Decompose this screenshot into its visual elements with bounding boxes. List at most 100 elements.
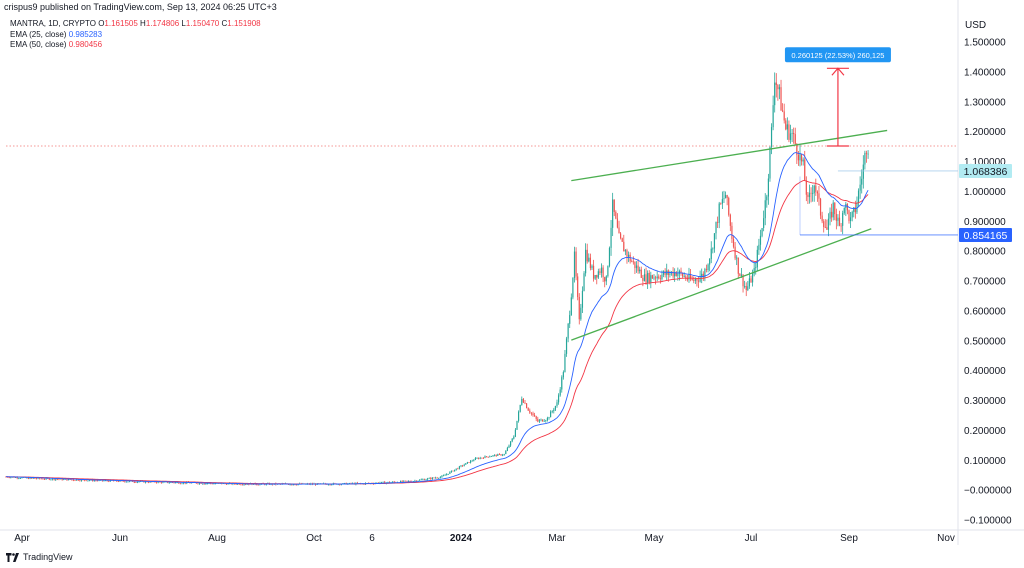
candle [780, 79, 782, 111]
candle-body [45, 478, 47, 480]
y-tick-label: 0.900000 [964, 217, 1006, 228]
candle [853, 207, 855, 218]
candle-body [326, 484, 328, 485]
candle [705, 264, 708, 273]
candle-body [135, 482, 137, 483]
candle-body [183, 482, 185, 484]
candle-body [508, 445, 510, 448]
candle-body [414, 480, 416, 482]
candle-body [438, 477, 440, 479]
tradingview-logo-icon [6, 552, 19, 562]
candle-body [56, 479, 58, 481]
candle-body [35, 478, 38, 480]
candle-body [348, 483, 351, 484]
candle-body [42, 478, 44, 480]
candle [786, 117, 788, 140]
candle-body [82, 479, 84, 481]
legend-ema50-row[interactable]: EMA (50, close) 0.980456 [10, 40, 261, 51]
candle [40, 478, 42, 480]
candle-body [433, 477, 435, 479]
candle-body [88, 480, 91, 482]
measure-arrow-icon [831, 67, 845, 76]
candle [450, 470, 453, 473]
candle [645, 267, 647, 285]
candle [865, 150, 868, 163]
candle-body [713, 233, 716, 249]
x-tick-label: 2024 [450, 533, 473, 544]
candle-body [750, 278, 752, 283]
candle-body [497, 454, 499, 456]
candle-body [682, 273, 684, 277]
candle [834, 202, 836, 221]
candle [85, 480, 87, 482]
candle-body [237, 483, 239, 485]
candle [812, 184, 814, 202]
candle [487, 456, 489, 458]
candle-body [124, 481, 126, 483]
candle [535, 415, 537, 422]
candle [462, 464, 464, 467]
candle-body [648, 272, 650, 283]
candle [854, 200, 856, 219]
candle-body [778, 87, 781, 90]
candle-body [382, 481, 384, 483]
candle-body [677, 273, 679, 276]
candle [562, 370, 564, 380]
candle [759, 229, 762, 251]
candle [838, 210, 841, 227]
candle-body [442, 475, 445, 477]
legend-ema25-row[interactable]: EMA (25, close) 0.985283 [10, 30, 261, 41]
ema50-value: 0.980456 [68, 40, 103, 49]
candle-body [460, 465, 462, 467]
candle-body [827, 218, 830, 230]
candle-body [415, 480, 418, 482]
candle-body [409, 481, 411, 482]
candle [651, 274, 654, 279]
candle-body [759, 235, 762, 245]
legend-symbol[interactable]: MANTRA, 1D, CRYPTO [10, 19, 96, 28]
candle-body [615, 211, 617, 219]
candle [482, 457, 484, 459]
candle-body [331, 484, 333, 486]
candle [529, 408, 531, 414]
candle-body [600, 267, 603, 273]
candle-body [810, 192, 812, 194]
candle-body [184, 482, 186, 484]
candle [632, 256, 634, 265]
candle [457, 467, 459, 470]
footer-brand[interactable]: TradingView [6, 552, 73, 562]
candle-body [245, 484, 247, 486]
candle-body [420, 479, 422, 481]
candle-body [48, 478, 50, 480]
candle-body [753, 268, 755, 274]
candle-body [455, 468, 457, 470]
candle-body [586, 249, 588, 262]
candle [404, 480, 406, 482]
candle-body [10, 477, 12, 478]
y-tick-label: 1.300000 [964, 97, 1006, 108]
candle [55, 479, 57, 481]
candle-body [564, 353, 566, 373]
candle [466, 461, 468, 464]
candle [136, 481, 139, 484]
candle-body [476, 458, 478, 459]
candle-body [21, 477, 23, 479]
candle-body [594, 275, 596, 279]
candle [594, 274, 596, 281]
candle-body [176, 482, 178, 484]
candle-body [772, 105, 774, 128]
candle-body [805, 180, 807, 195]
candle-body [248, 484, 250, 485]
candle-body [732, 238, 735, 247]
candle-body [596, 275, 598, 278]
candle [463, 463, 465, 467]
candle [845, 201, 847, 217]
candle [808, 184, 811, 204]
ohlc-low-value: 1.150470 [185, 19, 220, 28]
candle [799, 144, 801, 167]
candle [468, 462, 470, 463]
candle-body [95, 480, 97, 482]
candle [791, 128, 793, 143]
candle-body [686, 278, 688, 280]
